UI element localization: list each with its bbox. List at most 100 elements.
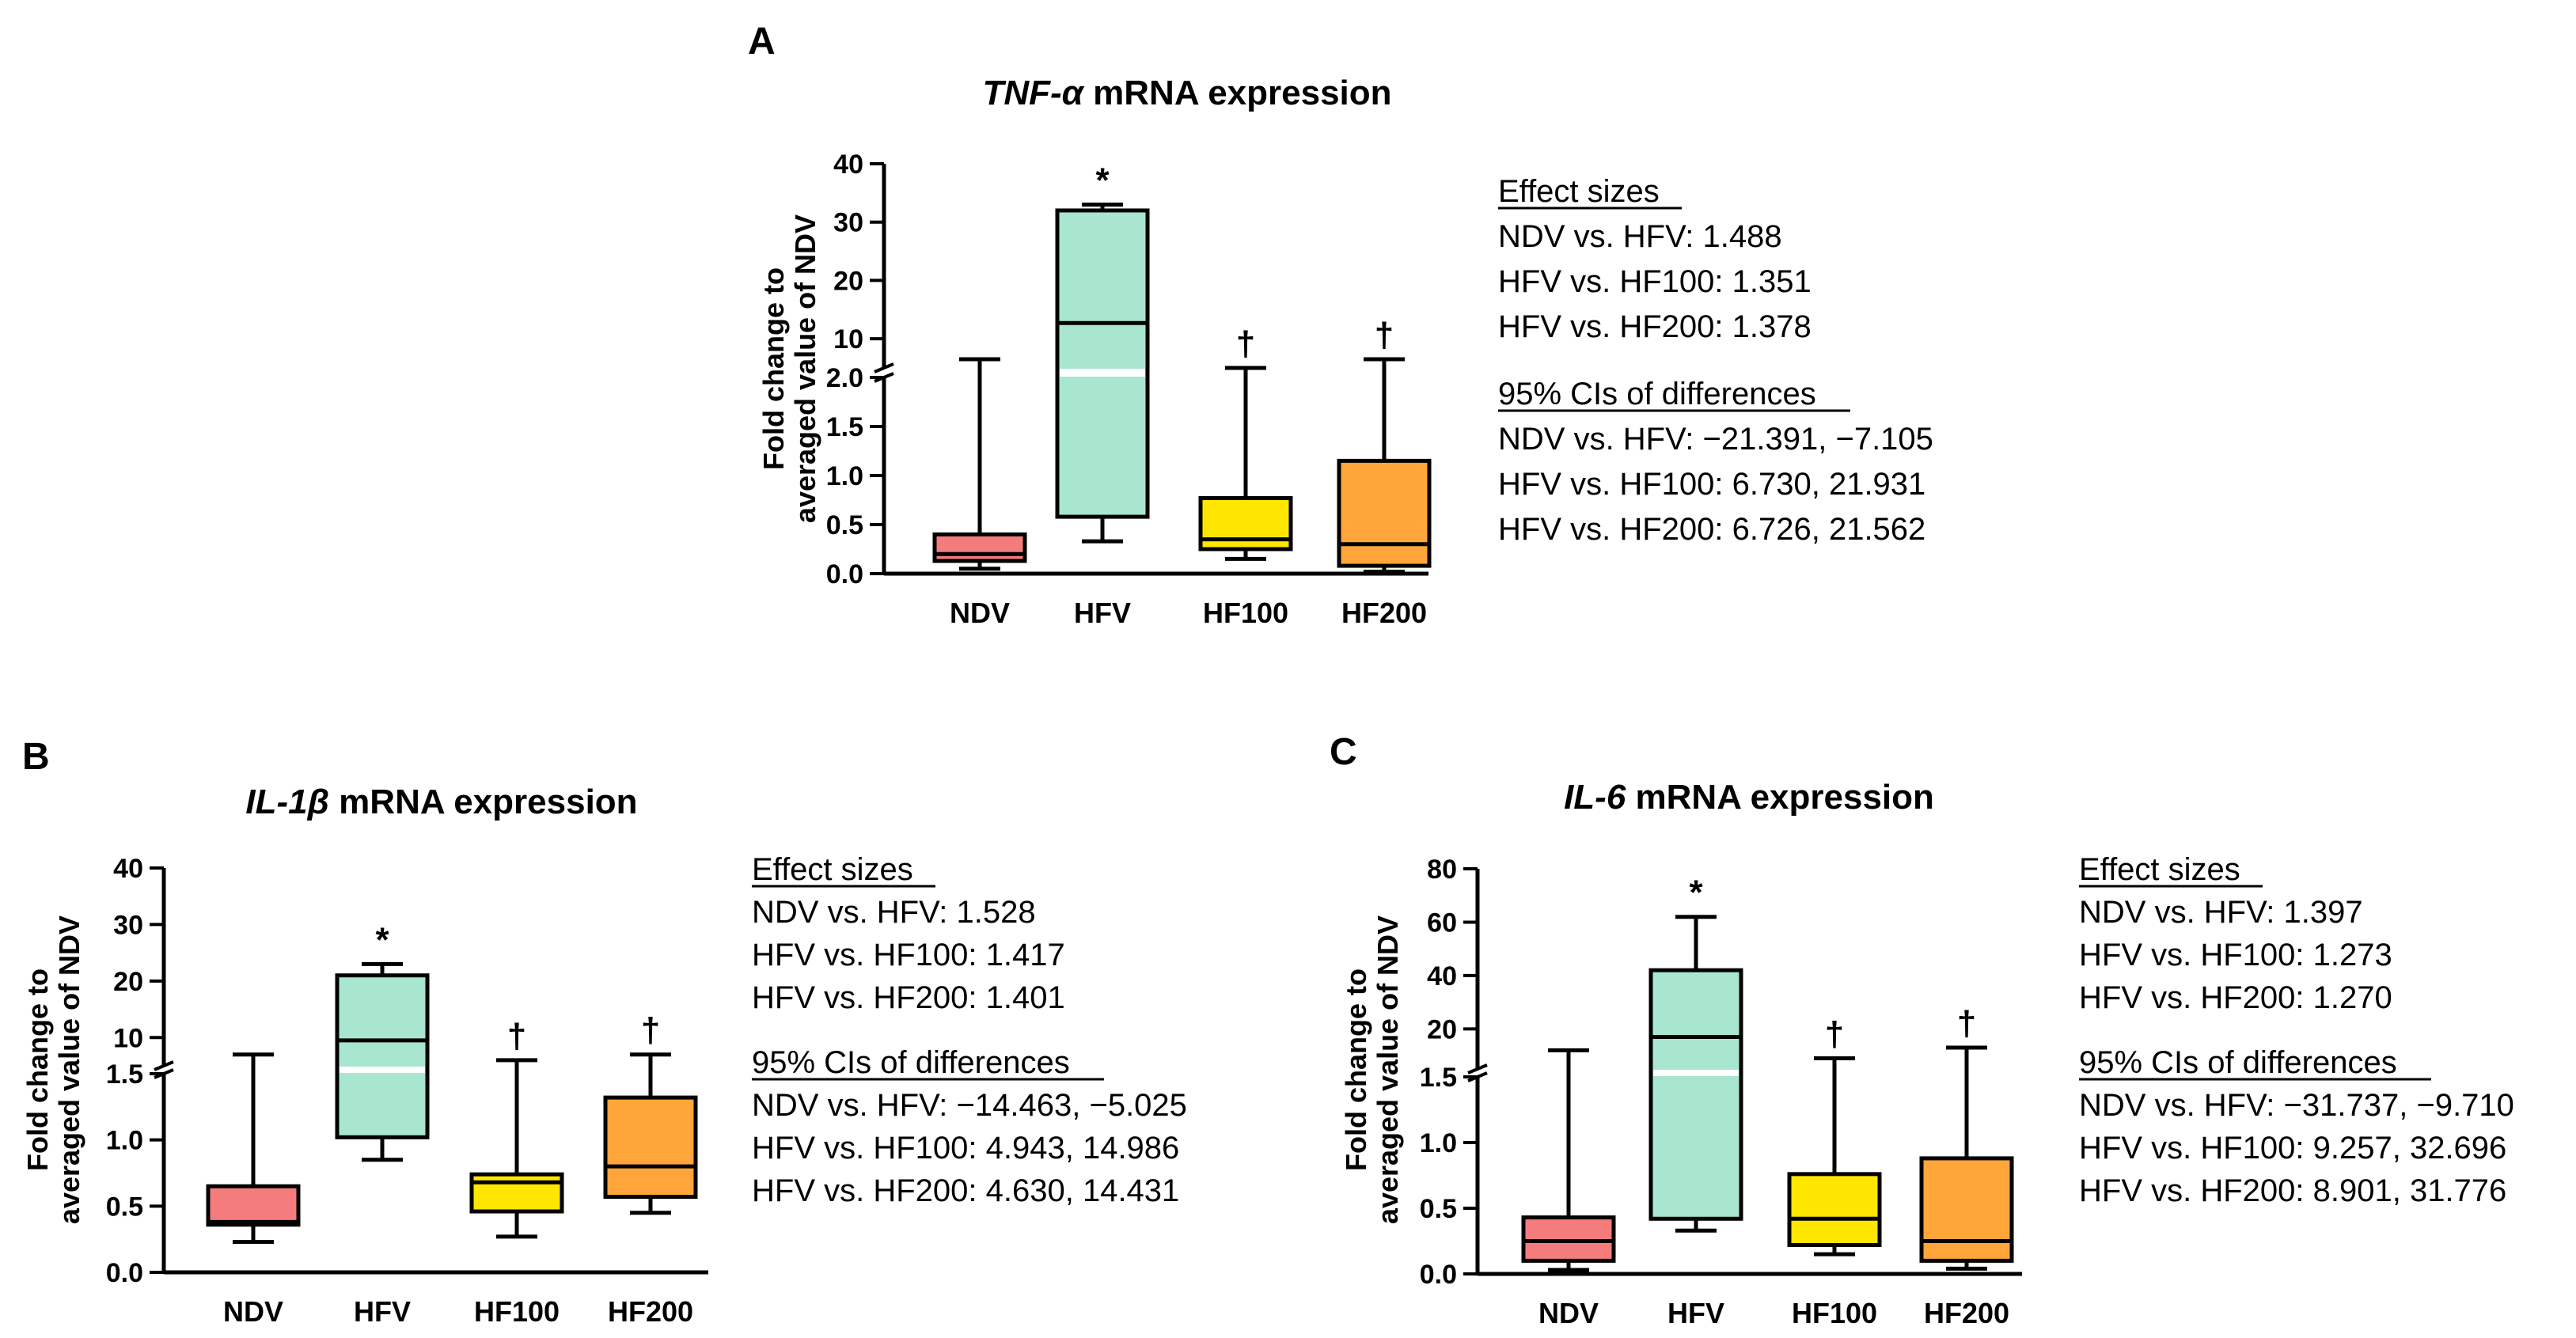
ci-line: NDV vs. HFV: −31.737, −9.710 <box>2079 1088 2514 1123</box>
y-tick-label: 1.5 <box>106 1059 143 1090</box>
panel-letter: A <box>748 21 776 63</box>
panel-c: C IL-6 mRNA expression Fold change to avera… <box>1330 731 2514 1329</box>
y-axis-label-line: Fold change to <box>21 968 54 1171</box>
significance-mark: † <box>1957 1004 1976 1043</box>
y-tick-label: 20 <box>1427 1014 1457 1044</box>
chart-title: IL-1β mRNA expression <box>245 783 637 821</box>
y-tick-label: 0.5 <box>106 1192 143 1222</box>
x-category-label: HFV <box>1667 1297 1724 1329</box>
y-tick-label: 1.0 <box>826 461 863 491</box>
x-category-label: HF100 <box>474 1295 560 1328</box>
box-iqr <box>1919 1156 2014 1263</box>
effect-sizes-heading: Effect sizes <box>2079 852 2240 887</box>
x-category-label: HF200 <box>1924 1297 2009 1329</box>
y-axis-label-line: averaged value of NDV <box>1371 915 1404 1224</box>
title-rest: mRNA expression <box>1626 778 1934 817</box>
box-hf100: HF100 † <box>1198 324 1293 629</box>
y-tick-label: 1.0 <box>106 1126 143 1156</box>
x-category-label: HF100 <box>1203 597 1288 629</box>
box-ndv: NDV <box>1521 1048 1616 1329</box>
box-iqr <box>1055 208 1150 519</box>
y-tick-label: 30 <box>833 208 863 238</box>
box-hfv: HFV * <box>1055 161 1150 629</box>
y-tick-label: 1.5 <box>826 412 863 442</box>
y-axis-label-line: averaged value of NDV <box>789 214 821 523</box>
ci-line: HFV vs. HF100: 4.943, 14.986 <box>752 1131 1179 1166</box>
y-tick-label: 10 <box>833 324 863 354</box>
significance-mark: * <box>375 920 389 959</box>
box-hf200: HF200 † <box>1337 316 1432 629</box>
box-hf100: HF100 † <box>1787 1015 1882 1329</box>
box-iqr <box>206 1184 301 1227</box>
axis-break-mark <box>1467 1063 1488 1075</box>
x-category-label: HF100 <box>1792 1297 1877 1329</box>
box-hf200: HF200 † <box>603 1011 698 1328</box>
y-axis-label-line: averaged value of NDV <box>53 915 85 1224</box>
y-tick-label: 40 <box>113 854 143 884</box>
y-tick-label: 60 <box>1427 908 1457 938</box>
y-axis-label-line: Fold change to <box>1340 968 1372 1171</box>
x-category-label: HFV <box>354 1295 411 1328</box>
title-gene: IL-1β <box>245 783 329 821</box>
box-hfv: HFV * <box>335 920 430 1328</box>
ci-line: NDV vs. HFV: −21.391, −7.105 <box>1498 422 1933 457</box>
effect-size-line: HFV vs. HF200: 1.270 <box>2079 980 2392 1015</box>
box-iqr <box>1787 1172 1882 1247</box>
significance-mark: * <box>1095 161 1110 200</box>
y-tick-label: 40 <box>1427 961 1457 991</box>
y-tick-label: 0.0 <box>826 559 863 589</box>
y-tick-label: 2.0 <box>826 363 863 393</box>
significance-mark: † <box>1825 1015 1844 1054</box>
significance-mark: * <box>1689 874 1703 912</box>
box-hf200: HF200 † <box>1919 1004 2014 1329</box>
ci-line: HFV vs. HF100: 9.257, 32.696 <box>2079 1131 2506 1166</box>
box-iqr <box>1337 458 1432 568</box>
x-category-label: NDV <box>950 597 1010 629</box>
ci-heading: 95% CIs of differences <box>752 1045 1070 1080</box>
effect-size-line: NDV vs. HFV: 1.397 <box>2079 895 2363 930</box>
significance-mark: † <box>1375 316 1394 354</box>
ci-heading: 95% CIs of differences <box>2079 1045 2397 1080</box>
title-gene: IL-6 <box>1564 778 1626 817</box>
effect-size-line: HFV vs. HF100: 1.351 <box>1498 264 1812 299</box>
ci-line: NDV vs. HFV: −14.463, −5.025 <box>752 1088 1187 1123</box>
panel-b: B IL-1β mRNA expression Fold change to aver… <box>21 736 1187 1328</box>
chart-title: IL-6 mRNA expression <box>1564 778 1934 817</box>
panel-letter: C <box>1330 731 1357 773</box>
panel-a: A TNF-α mRNA expression Fold change to aver… <box>748 21 1933 629</box>
box-iqr <box>1648 968 1743 1221</box>
x-category-label: HFV <box>1074 597 1131 629</box>
significance-mark: † <box>1236 324 1255 363</box>
y-tick-label: 10 <box>113 1023 143 1053</box>
box-iqr <box>469 1172 564 1214</box>
y-tick-label: 20 <box>833 266 863 296</box>
title-rest: mRNA expression <box>329 783 638 821</box>
y-tick-label: 20 <box>113 967 143 997</box>
x-category-label: NDV <box>223 1295 283 1328</box>
axis-break-mark <box>874 362 894 373</box>
ci-heading: 95% CIs of differences <box>1498 377 1816 411</box>
axis-break-band <box>340 1067 425 1073</box>
y-tick-label: 1.0 <box>1420 1128 1457 1158</box>
axis-break-band <box>1653 1070 1739 1076</box>
y-tick-label: 0.5 <box>1420 1194 1457 1224</box>
effect-size-line: NDV vs. HFV: 1.488 <box>1498 219 1782 254</box>
box-hf100: HF100 † <box>469 1017 564 1328</box>
y-axis-label-line: Fold change to <box>757 267 790 470</box>
effect-size-line: NDV vs. HFV: 1.528 <box>752 895 1036 930</box>
panel-letter: B <box>22 736 50 778</box>
ci-line: HFV vs. HF200: 6.726, 21.562 <box>1498 512 1925 547</box>
y-tick-label: 0.0 <box>1420 1260 1457 1290</box>
box-hfv: HFV * <box>1648 874 1743 1329</box>
effect-sizes-heading: Effect sizes <box>1498 174 1660 209</box>
effect-size-line: HFV vs. HF100: 1.417 <box>752 938 1065 972</box>
y-tick-label: 0.5 <box>826 510 863 540</box>
box-iqr <box>1198 496 1293 551</box>
box-iqr <box>932 532 1027 563</box>
title-gene: TNF-α <box>982 74 1084 112</box>
effect-size-line: HFV vs. HF200: 1.401 <box>752 980 1065 1015</box>
y-tick-label: 1.5 <box>1420 1063 1457 1093</box>
axis-break-band <box>1060 369 1145 377</box>
effect-size-line: HFV vs. HF200: 1.378 <box>1498 309 1812 344</box>
